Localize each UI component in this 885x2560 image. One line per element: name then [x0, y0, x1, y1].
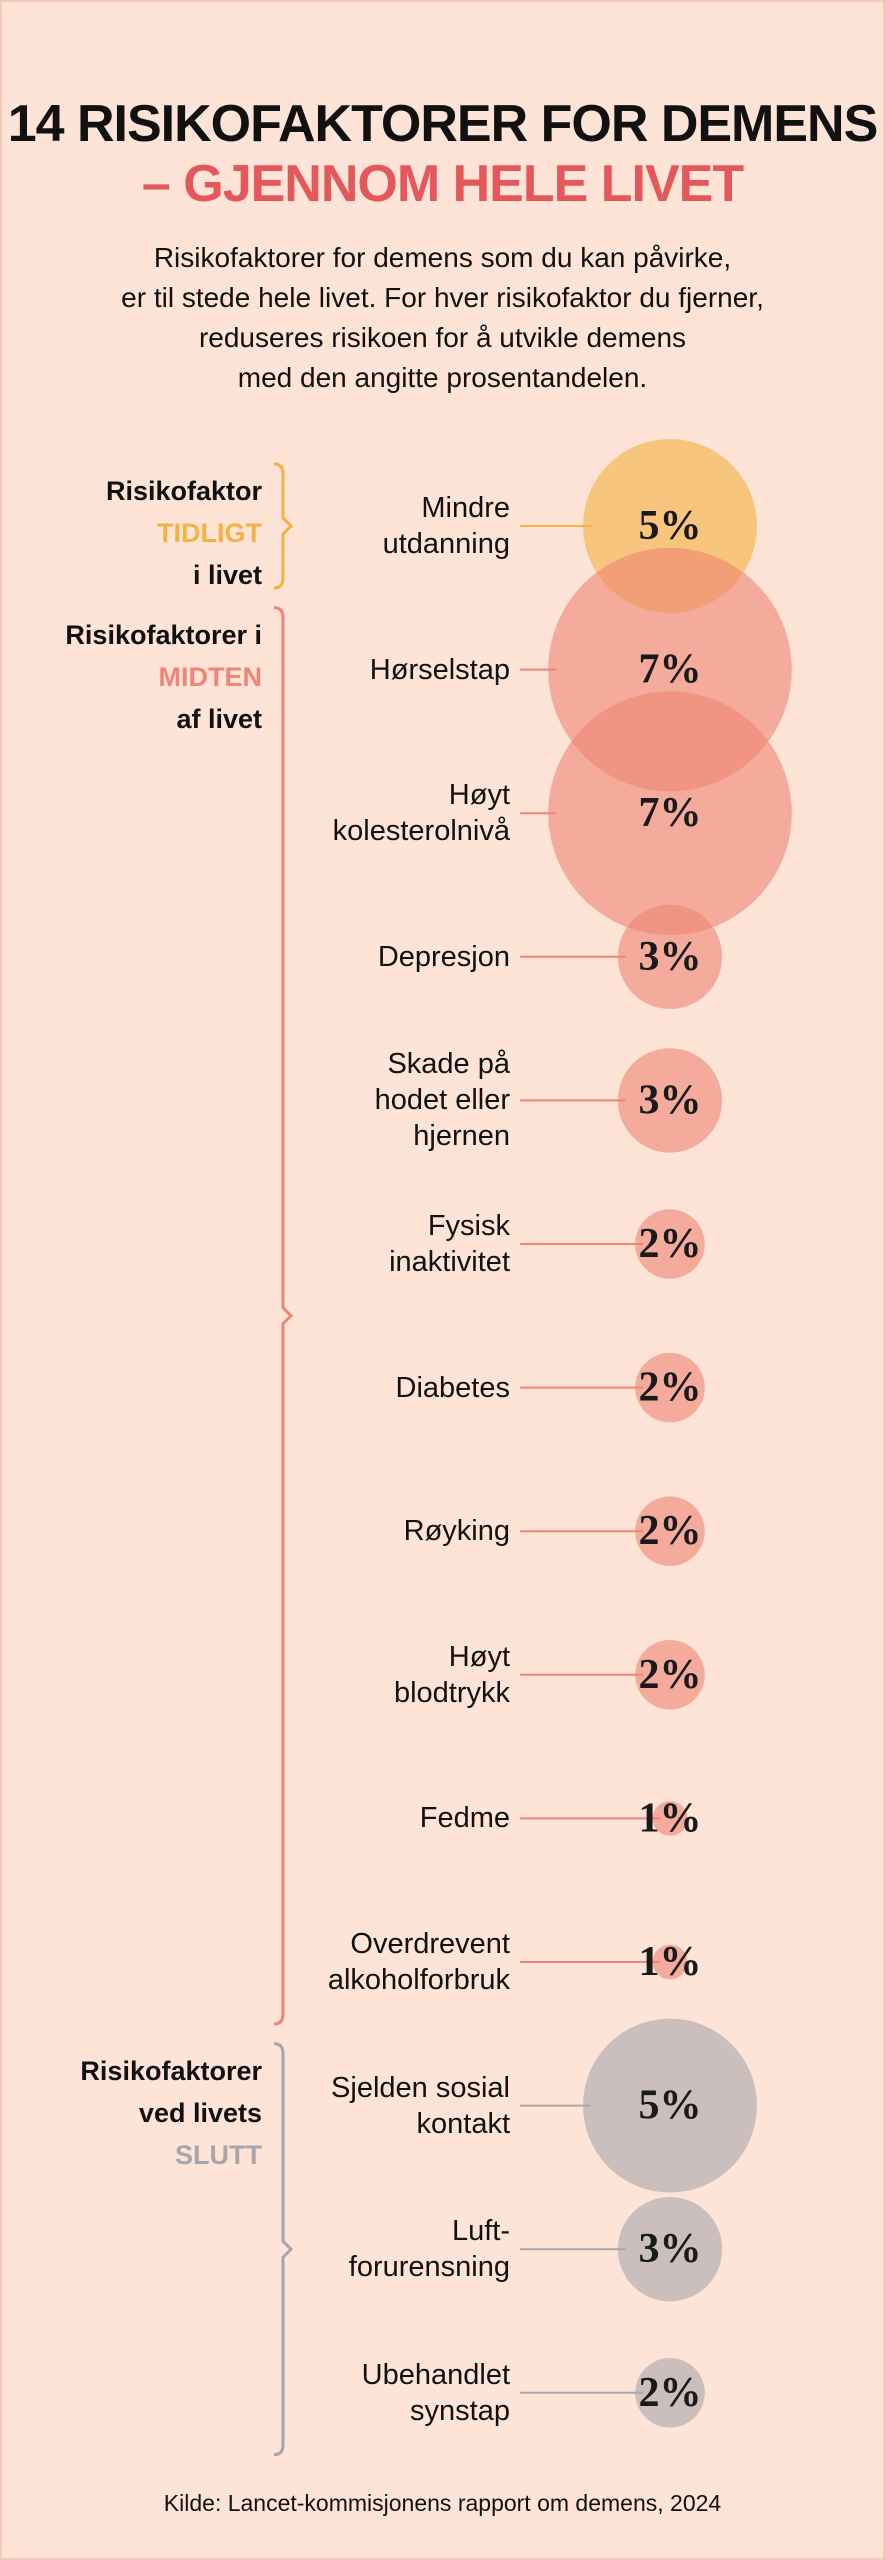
category-label: Hørselstap [369, 653, 510, 686]
category-label: Overdrevent alkoholforbruk [327, 1928, 510, 1996]
group-bracket [273, 606, 294, 2026]
bubble [583, 2018, 757, 2193]
value-label: 5% [639, 503, 702, 549]
bubble [635, 1209, 705, 1279]
source: Kilde: Lancet-kommisjonens rapport om de… [163, 2490, 722, 2516]
value-label: 1% [639, 1795, 702, 1841]
bubble [652, 1801, 688, 1836]
group-label: ved livets [138, 2097, 262, 2128]
category-label: Mindre utdanning [382, 492, 510, 560]
group-label: Risikofaktor [105, 476, 262, 506]
value-label: 3% [639, 1077, 702, 1123]
bubble [652, 1944, 688, 1980]
category-label: Ubehandlet synstap [361, 2358, 510, 2427]
bubble [635, 2358, 705, 2428]
category-label: Høyt blodtrykk [393, 1640, 510, 1709]
bubble [635, 1496, 705, 1566]
value-label: 3% [639, 934, 702, 980]
group-label: SLUTT [175, 2139, 262, 2170]
value-label: 2% [639, 2370, 702, 2416]
title: 14 RISIKOFAKTORER FOR DEMENS [7, 95, 879, 153]
group-bracket [273, 462, 294, 590]
bubble [635, 1640, 705, 1710]
value-label: 7% [639, 790, 702, 836]
bubble [617, 904, 723, 1009]
category-label: Fedme [419, 1802, 510, 1835]
value-label: 3% [639, 2226, 702, 2272]
subtitle: – GJENNOM HELE LIVET [141, 155, 744, 213]
value-label: 5% [639, 2083, 702, 2129]
category-label: Fysisk inaktivitet [389, 1210, 510, 1278]
bubble [635, 1352, 705, 1423]
category-label: Røyking [403, 1515, 510, 1548]
category-label: Depresjon [377, 940, 510, 973]
group-label: TIDLIGT [157, 518, 262, 548]
group-label: af livet [176, 703, 262, 734]
bubble [548, 691, 792, 935]
value-label: 2% [639, 1508, 702, 1554]
category-label: Skade på hodet eller hjernen [374, 1048, 510, 1153]
group-label: i livet [192, 560, 262, 590]
description: Risikofaktorer for demens som du kan påv… [121, 242, 764, 393]
bubble [617, 1048, 723, 1153]
group-label: Risikofaktorer [80, 2055, 262, 2086]
category-label: Høyt kolesterolnivå [332, 779, 510, 848]
group-bracket [273, 2042, 294, 2457]
value-label: 2% [639, 1221, 702, 1267]
group-label: MIDTEN [158, 661, 263, 692]
value-label: 1% [639, 1939, 702, 1985]
category-label: Sjelden sosial kontakt [331, 2071, 510, 2140]
group-label: Risikofaktorer i [65, 619, 262, 650]
value-label: 2% [639, 1365, 702, 1411]
value-label: 2% [639, 1652, 702, 1698]
bubble [617, 2197, 723, 2302]
category-label: Diabetes [395, 1371, 510, 1404]
category-label: Luft- forurensning [348, 2215, 510, 2284]
value-label: 7% [639, 647, 702, 693]
